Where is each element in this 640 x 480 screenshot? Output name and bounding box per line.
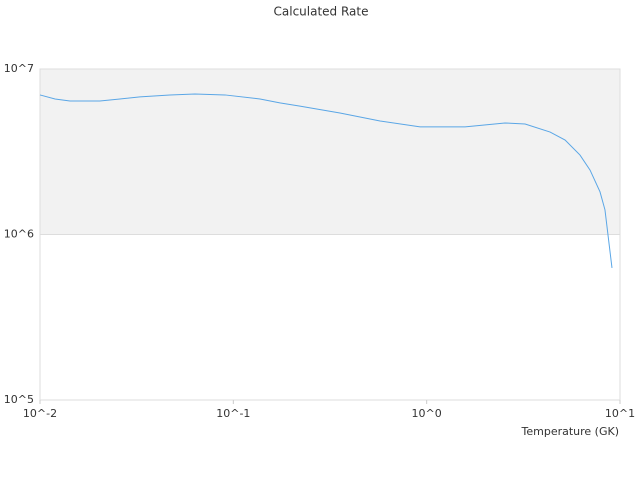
x-tick-label: 10^1 — [605, 407, 635, 420]
x-tick-label: 10^-1 — [216, 407, 250, 420]
y-tick-label: 10^6 — [4, 228, 34, 241]
x-tick-label: 10^-2 — [23, 407, 57, 420]
y-tick-label: 10^7 — [4, 62, 34, 75]
y-tick-label: 10^5 — [4, 393, 34, 406]
grid-band — [40, 69, 620, 235]
x-axis-label: Temperature (GK) — [521, 425, 620, 438]
chart-title: Calculated Rate — [274, 5, 369, 19]
x-tick-label: 10^0 — [412, 407, 442, 420]
data-line — [39, 93, 613, 269]
